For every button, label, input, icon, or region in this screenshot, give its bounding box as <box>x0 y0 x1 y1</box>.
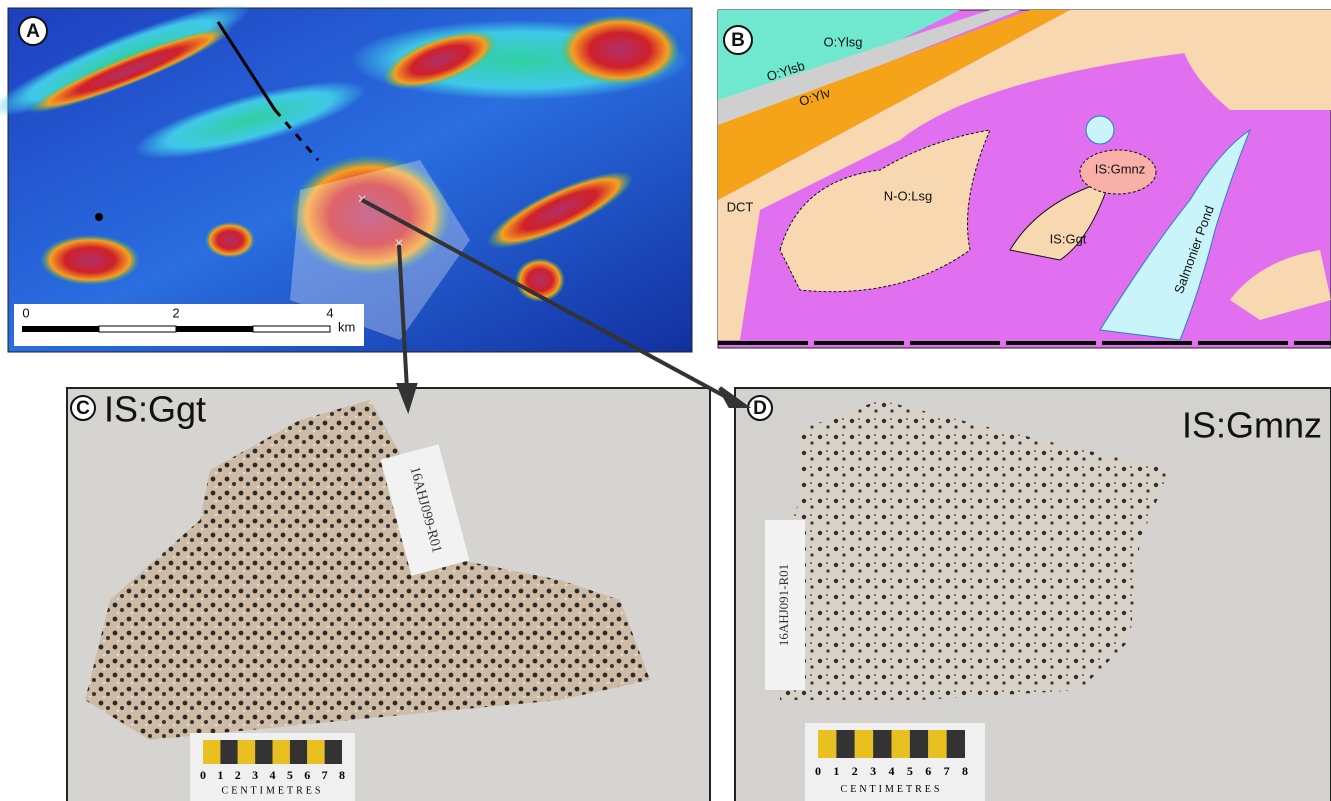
ruler-tick-label: 4 <box>889 764 895 778</box>
ruler-band <box>818 730 836 758</box>
ruler-tick-label: 3 <box>870 764 876 778</box>
ruler-band <box>255 740 272 764</box>
map-label: N-O:Lsg <box>884 188 932 203</box>
ruler-band <box>220 740 237 764</box>
ruler-band <box>325 740 342 764</box>
scale-tick-label: 0 <box>22 305 29 320</box>
ruler-tick-label: 0 <box>815 764 821 778</box>
ruler-band <box>836 730 854 758</box>
ruler-tick-label: 6 <box>304 768 310 782</box>
panel-title: IS:Ggt <box>104 389 206 430</box>
figure: × × 024 km A O:YlsgO:YlsbO:YlvDCTN-O:Lsg… <box>0 0 1331 801</box>
ruler-tick-label: 8 <box>339 768 345 782</box>
ruler-tick-label: 5 <box>287 768 293 782</box>
scale-tick-label: 4 <box>326 305 333 320</box>
sample-tag: 16AHJ091-R01 <box>776 564 791 646</box>
ruler-tick-label: 8 <box>962 764 968 778</box>
ruler-band <box>928 730 946 758</box>
map-label: IS:Ggt <box>1050 231 1087 246</box>
ruler-unit: CENTIMETRES <box>222 785 324 796</box>
ruler-tick-label: 2 <box>852 764 858 778</box>
ruler-band <box>203 740 220 764</box>
ruler-unit: CENTIMETRES <box>841 784 943 795</box>
ruler-tick-label: 2 <box>235 768 241 782</box>
ruler-band <box>910 730 928 758</box>
ruler-band <box>307 740 324 764</box>
ruler-band <box>238 740 255 764</box>
ruler-band <box>855 730 873 758</box>
panel-label: B <box>731 30 745 51</box>
scale-tick-label: 2 <box>172 305 179 320</box>
ruler-tick-label: 1 <box>833 764 839 778</box>
map-label: O:Ylsg <box>823 34 862 49</box>
scale-unit: km <box>338 319 355 334</box>
ruler-tick-label: 5 <box>907 764 913 778</box>
ruler-tick-label: 6 <box>925 764 931 778</box>
ruler-tick-label: 1 <box>217 768 223 782</box>
ruler-tick-label: 7 <box>322 768 328 782</box>
panel-label: C <box>76 398 90 419</box>
ruler-tick-label: 3 <box>252 768 258 782</box>
ruler-band <box>947 730 965 758</box>
ruler-tick-label: 0 <box>200 768 206 782</box>
ruler-band <box>290 740 307 764</box>
panel-label: A <box>26 21 40 42</box>
ruler-band <box>873 730 891 758</box>
map-label: DCT <box>727 199 754 214</box>
ruler-tick-label: 4 <box>270 768 276 782</box>
panel-label: D <box>753 398 767 419</box>
panel-title: IS:Gmnz <box>1182 405 1322 446</box>
ruler-band <box>892 730 910 758</box>
map-label: IS:Gmnz <box>1095 161 1146 176</box>
panel-b: O:YlsgO:YlsbO:YlvDCTN-O:LsgIS:GmnzIS:Ggt… <box>718 10 1331 348</box>
ruler-tick-label: 7 <box>944 764 950 778</box>
ruler-band <box>273 740 290 764</box>
